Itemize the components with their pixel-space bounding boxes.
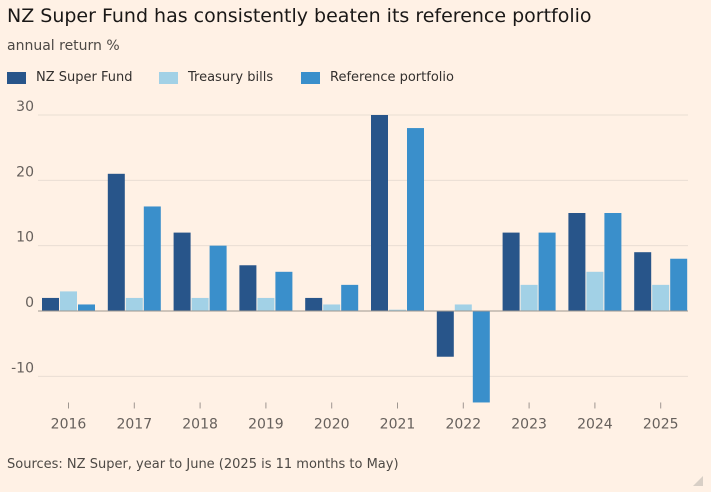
x-tick-label: 2023	[511, 416, 547, 432]
bar-reference-portfolio-2019	[275, 271, 293, 311]
chart-title: NZ Super Fund has consistently beaten it…	[7, 5, 592, 27]
y-tick-label: -10	[11, 360, 34, 376]
legend-label: NZ Super Fund	[36, 70, 133, 85]
bar-reference-portfolio-2018	[209, 245, 227, 311]
y-tick-label: 10	[16, 230, 34, 246]
x-tick-label: 2025	[643, 416, 679, 432]
legend-label: Treasury bills	[188, 70, 274, 85]
bar-nz-super-fund-2022	[436, 311, 454, 357]
bar-reference-portfolio-2017	[143, 206, 161, 311]
x-tick-label: 2019	[248, 416, 284, 432]
bar-nz-super-fund-2020	[305, 297, 323, 311]
y-tick-label: 20	[16, 164, 34, 180]
bar-reference-portfolio-2024	[604, 213, 622, 311]
bar-nz-super-fund-2019	[239, 265, 257, 311]
x-tick-label: 2020	[314, 416, 350, 432]
bar-treasury-bills-2016	[60, 291, 77, 311]
bar-treasury-bills-2017	[125, 297, 143, 311]
bar-nz-super-fund-2017	[107, 173, 125, 311]
x-tick-label: 2021	[380, 416, 416, 432]
legend-swatch-nz-super-fund	[7, 71, 26, 84]
bar-reference-portfolio-2021	[407, 128, 424, 311]
bar-treasury-bills-2022	[454, 304, 472, 311]
resize-corner-icon	[693, 476, 703, 486]
bar-treasury-bills-2023	[520, 284, 538, 311]
x-tick-label: 2022	[445, 416, 481, 432]
bar-reference-portfolio-2023	[538, 232, 556, 311]
bar-nz-super-fund-2023	[502, 232, 520, 311]
legend-item-treasury-bills: Treasury bills	[159, 70, 273, 85]
bar-treasury-bills-2025	[652, 284, 670, 311]
legend-item-nz-super-fund: NZ Super Fund	[7, 70, 132, 85]
bar-nz-super-fund-2025	[634, 252, 652, 311]
x-tick-label: 2024	[577, 416, 613, 432]
legend-item-reference-portfolio: Reference portfolio	[301, 70, 454, 85]
y-tick-label: 0	[25, 295, 34, 311]
x-tick-label: 2017	[116, 416, 152, 432]
bar-reference-portfolio-2016	[78, 304, 95, 311]
bar-nz-super-fund-2018	[173, 232, 191, 311]
bar-reference-portfolio-2022	[472, 311, 490, 403]
legend-swatch-treasury-bills	[159, 71, 178, 84]
x-tick-label: 2016	[51, 416, 87, 432]
bar-treasury-bills-2018	[191, 297, 209, 311]
x-tick-label: 2018	[182, 416, 218, 432]
bar-treasury-bills-2021	[389, 309, 406, 311]
legend-label: Reference portfolio	[330, 70, 454, 85]
bar-treasury-bills-2024	[586, 271, 604, 311]
y-tick-label: 30	[16, 99, 34, 115]
bar-reference-portfolio-2025	[670, 258, 688, 311]
bar-nz-super-fund-2021	[371, 115, 388, 311]
bar-treasury-bills-2019	[257, 297, 275, 311]
bar-nz-super-fund-2024	[568, 213, 586, 311]
legend-swatch-reference-portfolio	[301, 71, 320, 84]
bar-treasury-bills-2020	[323, 304, 341, 311]
source-note: Sources: NZ Super, year to June (2025 is…	[7, 457, 399, 472]
bar-reference-portfolio-2020	[341, 284, 359, 311]
bar-nz-super-fund-2016	[42, 297, 59, 311]
chart-subtitle: annual return %	[7, 38, 120, 54]
